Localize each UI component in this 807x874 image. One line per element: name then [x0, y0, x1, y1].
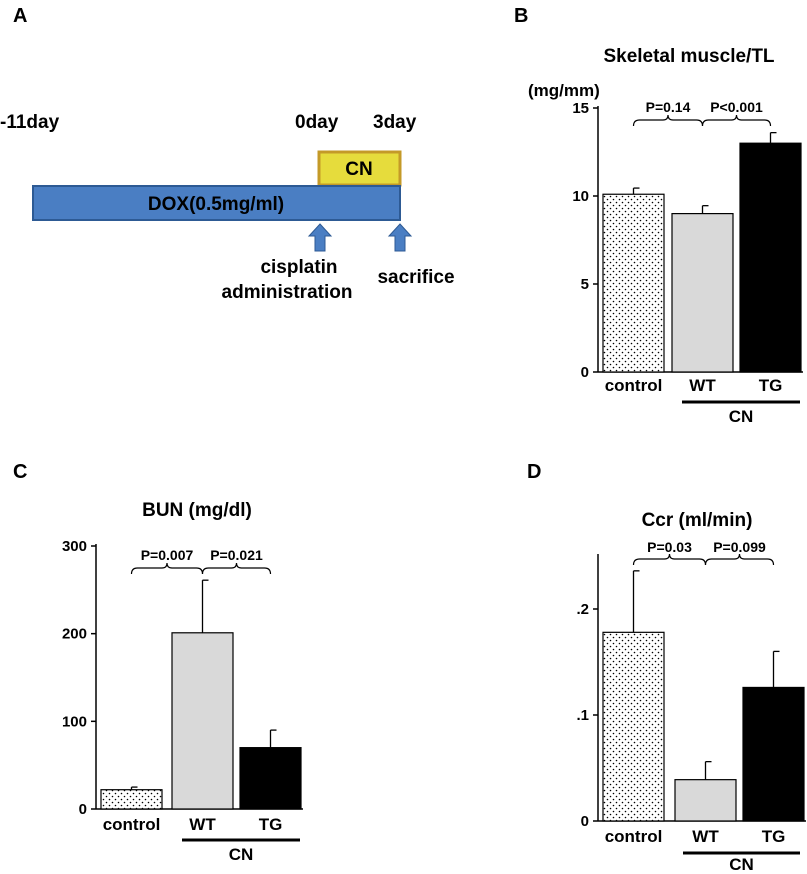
group-label: CN: [729, 407, 754, 426]
timeline-day-start: -11day: [0, 112, 60, 133]
chart-ccr: Ccr (ml/min) 0 .1 .2 control WT TG CN P=0.03 P=0.…: [576, 510, 806, 874]
y-tick-label: 200: [62, 626, 87, 643]
y-tick-label: 0: [581, 813, 589, 830]
bar-control: [602, 631, 665, 822]
comparison-bracket: [130, 562, 204, 575]
bar-tg: [742, 686, 805, 822]
category-label: control: [103, 815, 161, 834]
comparison-bracket: [632, 114, 704, 127]
panel-letter-d: D: [527, 461, 541, 483]
sacrifice-arrow-icon: [387, 223, 413, 252]
y-tick-label: 10: [572, 188, 589, 205]
p-value-label: P=0.03: [647, 539, 692, 555]
y-tick-label: 5: [581, 276, 589, 293]
chart-bun: BUN (mg/dl) 0 100 200 300 control WT TG CN P=0.00…: [62, 500, 303, 864]
panel-letter-b: B: [514, 5, 528, 27]
dox-bar: [32, 185, 401, 221]
cn-treatment-label: CN: [345, 159, 372, 180]
sacrifice-label: sacrifice: [377, 267, 454, 288]
p-value-label: P<0.001: [710, 99, 763, 115]
timeline-panel: -11day 0day 3day CN DOX(0.5mg/ml) cispla…: [0, 112, 455, 303]
group-label: CN: [229, 845, 254, 864]
bar-tg: [739, 142, 802, 373]
category-label: TG: [762, 827, 786, 846]
chart-skeletal-muscle: Skeletal muscle/TL(mg/mm) 0 5 10 15 control WT…: [528, 46, 803, 426]
bar-tg: [239, 747, 302, 810]
category-label: TG: [759, 376, 783, 395]
y-tick-label: 300: [62, 538, 87, 555]
category-label: WT: [692, 827, 719, 846]
timeline-day-end: 3day: [373, 112, 417, 133]
category-label: WT: [689, 376, 716, 395]
bar-wt: [674, 779, 737, 822]
p-value-label: P=0.099: [713, 539, 766, 555]
chart-title: Skeletal muscle/TL: [603, 46, 774, 67]
comparison-bracket: [701, 114, 772, 127]
y-tick-label: 15: [572, 100, 589, 117]
y-axis-label: (mg/mm): [528, 81, 600, 100]
panel-letter-c: C: [13, 461, 27, 483]
y-tick-label: .2: [576, 601, 589, 618]
category-label: control: [605, 376, 663, 395]
bar-wt: [171, 632, 234, 810]
category-label: WT: [189, 815, 216, 834]
comparison-bracket: [632, 553, 707, 566]
panel-letter-a: A: [13, 5, 27, 27]
y-tick-label: .1: [576, 707, 589, 724]
comparison-bracket: [201, 562, 272, 575]
cisplatin-label-line2: administration: [222, 282, 353, 303]
dox-bar-label: DOX(0.5mg/ml): [148, 194, 284, 215]
cisplatin-arrow-icon: [307, 223, 333, 252]
p-value-label: P=0.007: [141, 547, 194, 563]
y-tick-label: 0: [79, 801, 87, 818]
group-label: CN: [729, 855, 754, 874]
chart-title: Ccr (ml/min): [642, 510, 753, 531]
timeline-day-zero: 0day: [295, 112, 339, 133]
bar-control: [100, 789, 163, 810]
category-label: TG: [259, 815, 283, 834]
cisplatin-label-line1: cisplatin: [260, 257, 337, 278]
chart-title: BUN (mg/dl): [142, 500, 252, 521]
y-tick-label: 0: [581, 364, 589, 381]
p-value-label: P=0.14: [646, 99, 691, 115]
category-label: control: [605, 827, 663, 846]
p-value-label: P=0.021: [210, 547, 263, 563]
y-tick-label: 100: [62, 713, 87, 730]
comparison-bracket: [704, 553, 775, 566]
bar-control: [602, 193, 665, 373]
bar-wt: [671, 213, 734, 373]
